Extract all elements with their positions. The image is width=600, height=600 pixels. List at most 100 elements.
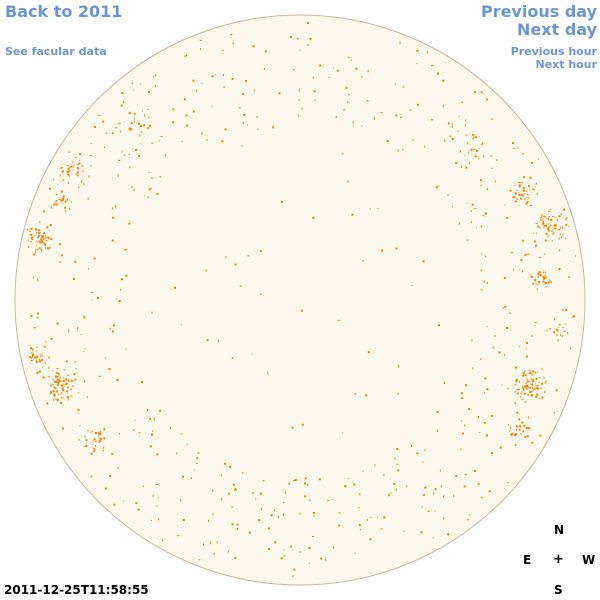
facula-point	[160, 136, 163, 138]
facula-point	[31, 348, 34, 351]
facula-point	[529, 274, 531, 276]
facula-point	[536, 371, 538, 373]
facula-point	[45, 240, 48, 242]
facula-point	[547, 281, 550, 283]
facula-point	[47, 236, 50, 239]
facula-point	[61, 200, 64, 202]
facula-point	[263, 67, 265, 70]
facula-point	[37, 236, 39, 239]
facula-point	[555, 228, 557, 230]
facula-point	[170, 426, 171, 429]
facula-point	[289, 35, 292, 38]
previous-day-link[interactable]: Previous day	[480, 2, 597, 21]
previous-hour-link[interactable]: Previous hour	[510, 45, 597, 58]
facula-point	[69, 207, 71, 210]
facula-point	[67, 398, 69, 401]
facula-point	[522, 387, 525, 390]
facula-point	[466, 202, 468, 204]
facula-point	[27, 240, 29, 242]
facula-point	[380, 528, 382, 531]
facula-point	[186, 54, 187, 57]
facula-point	[68, 330, 70, 333]
facula-point	[70, 395, 72, 398]
facula-point	[49, 187, 52, 190]
facula-point	[77, 163, 80, 166]
facula-point	[183, 98, 186, 101]
facula-point	[231, 78, 234, 80]
facula-point	[234, 556, 237, 559]
facula-point	[475, 227, 477, 229]
facula-point	[63, 383, 65, 386]
facula-point	[546, 329, 548, 332]
facula-point	[84, 435, 86, 438]
facula-point	[486, 188, 488, 191]
facula-point	[459, 150, 461, 153]
facula-point	[542, 280, 544, 283]
facula-point	[283, 513, 284, 516]
facula-point	[128, 222, 131, 225]
facula-point	[534, 387, 535, 390]
facula-point	[294, 479, 297, 481]
facula-point	[48, 205, 50, 207]
facula-point	[553, 231, 555, 234]
facula-point	[539, 256, 541, 258]
facula-point	[293, 568, 296, 571]
facula-point	[537, 273, 540, 275]
facula-point	[442, 105, 444, 108]
next-day-link[interactable]: Next day	[517, 20, 597, 39]
facula-point	[513, 147, 516, 149]
facula-point	[563, 208, 566, 211]
facula-point	[534, 279, 537, 281]
facula-point	[147, 108, 149, 110]
facula-point	[514, 192, 517, 195]
back-to-year-link[interactable]: Back to 2011	[5, 2, 123, 21]
facula-point	[544, 271, 546, 274]
facula-point	[361, 125, 363, 127]
facula-point	[186, 124, 188, 127]
facula-point	[525, 190, 527, 192]
facula-point	[62, 195, 65, 198]
facula-point	[538, 388, 540, 391]
facula-point	[184, 55, 186, 58]
facula-point	[234, 263, 237, 266]
facula-point	[299, 551, 301, 553]
facula-point	[512, 142, 514, 145]
facula-point	[521, 270, 523, 273]
facula-point	[472, 367, 474, 370]
facula-point	[78, 186, 80, 189]
facula-point	[522, 187, 525, 190]
facula-point	[54, 380, 57, 383]
facula-point	[134, 113, 136, 116]
facula-point	[242, 122, 244, 124]
facula-point	[471, 339, 473, 342]
see-facular-data-link[interactable]: See facular data	[5, 45, 107, 58]
facula-point	[72, 165, 74, 168]
facula-point	[155, 484, 158, 485]
facula-point	[41, 241, 44, 243]
facula-point	[300, 309, 303, 312]
facula-point	[423, 493, 426, 496]
facula-point	[523, 176, 526, 179]
facula-point	[526, 385, 528, 387]
facula-point	[516, 389, 519, 391]
facula-point	[141, 131, 143, 134]
facula-point	[262, 480, 265, 482]
facula-point	[64, 200, 67, 203]
facula-point	[114, 205, 116, 208]
facula-point	[344, 485, 347, 488]
facula-point	[467, 519, 470, 521]
facula-point	[83, 351, 85, 352]
facula-point	[518, 418, 521, 421]
facula-point	[343, 109, 346, 111]
facula-point	[465, 166, 468, 169]
next-hour-link[interactable]: Next hour	[535, 58, 598, 71]
facula-point	[381, 249, 384, 252]
facula-point	[29, 355, 32, 358]
facula-point	[519, 380, 521, 383]
facula-point	[544, 276, 547, 279]
facula-point	[66, 390, 68, 392]
facula-point	[292, 575, 294, 578]
compass-center-mark: +	[553, 552, 564, 567]
facula-point	[535, 378, 538, 381]
facula-point	[134, 419, 136, 421]
